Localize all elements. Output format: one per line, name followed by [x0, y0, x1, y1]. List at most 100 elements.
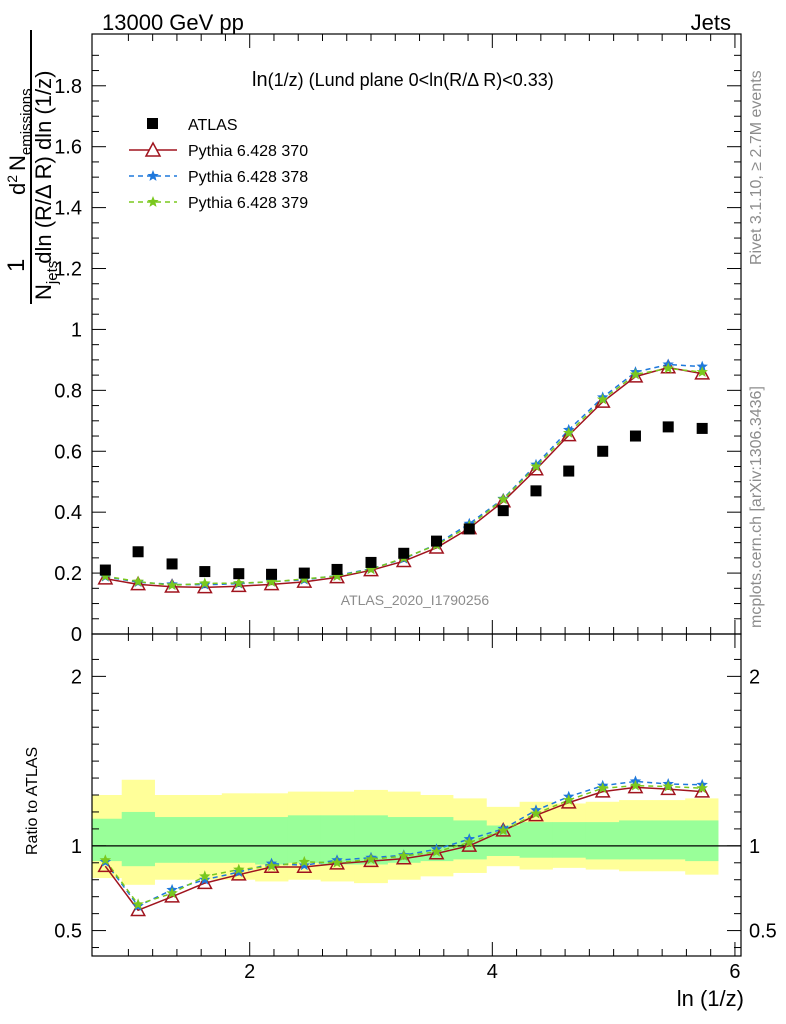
ratio-point-0 [560, 794, 577, 809]
main-point-1 [395, 552, 412, 568]
ratio-point-2 [430, 845, 443, 857]
ratio-point-2 [398, 850, 410, 861]
main-point-1 [627, 368, 644, 383]
main-ytick-label: 1.6 [54, 137, 82, 159]
main-point-3 [199, 577, 211, 589]
main-point-data [233, 568, 245, 580]
ratio-ytick-label-left: 0.5 [54, 921, 82, 943]
ratio-point-2 [463, 836, 475, 848]
main-point-3 [265, 575, 278, 587]
legend-marker-370 [144, 141, 162, 157]
ratio-point-2 [696, 782, 708, 794]
main-point-1 [97, 569, 114, 585]
main-ytick-label: 0 [71, 624, 82, 646]
main-point-data [530, 485, 542, 497]
main-ytick-label: 0.4 [54, 502, 82, 524]
legend-marker-atlas [147, 118, 158, 129]
main-point-3 [497, 493, 509, 505]
ylabel-num-N: N [5, 155, 30, 171]
main-point-1 [263, 575, 280, 591]
ylabel-denominator: Njetsdln (R/Δ R) dln (1/z) [31, 71, 61, 300]
main-title-rest: (1/z) (Lund plane 0<ln(R/Δ R)<0.33) [268, 70, 554, 90]
ratio-band-green [287, 815, 322, 863]
ylabel-num-d: d [5, 183, 30, 195]
main-point-1 [196, 578, 213, 594]
ratio-point-2 [233, 863, 245, 875]
main-point-data [99, 564, 111, 576]
ratio-point-0 [461, 837, 478, 852]
main-point-data [298, 567, 310, 579]
legend-item-pythia-379: Pythia 6.428 379 [129, 195, 308, 212]
main-point-data [629, 430, 641, 442]
ratio-xtick-label: 4 [487, 961, 498, 983]
main-point-3 [99, 570, 112, 581]
main-point-3 [696, 366, 708, 377]
ratio-xtick-label: 6 [729, 961, 740, 983]
ratio-point-2 [298, 855, 310, 867]
main-point-data [696, 422, 708, 434]
ratio-xtick-label: 2 [244, 961, 255, 983]
main-point-data [497, 505, 509, 517]
ratio-ytick-label-right: 2 [749, 666, 760, 688]
ratio-band-green [92, 818, 123, 862]
ratio-point-2 [166, 887, 178, 899]
main-ytick-label: 0.2 [54, 563, 82, 585]
legend-marker-378 [147, 170, 159, 181]
header-left-label: 13000 GeV pp [102, 10, 244, 35]
ylabel-numerator: d2 Nemissions [4, 88, 35, 195]
main-point-3 [365, 563, 377, 575]
ratio-ytick-label-right: 1 [749, 836, 760, 858]
ratio-ytick-label-left: 2 [71, 666, 82, 688]
ylabel-den-sub: jets [44, 261, 61, 285]
ratio-band-green [255, 817, 289, 865]
main-point-1 [694, 365, 711, 380]
ratio-band-green [154, 817, 189, 863]
ratio-point-0 [395, 849, 412, 865]
x-axis-label: ln (1/z) [677, 986, 744, 1011]
legend-item-pythia-370: Pythia 6.428 370 [129, 141, 308, 160]
main-ytick-label: 1 [71, 319, 82, 341]
ratio-band-green [585, 822, 620, 860]
ratio-band-green [619, 820, 653, 860]
ratio-point-0 [97, 857, 114, 873]
main-point-data [266, 568, 278, 580]
ratio-point-0 [428, 844, 445, 860]
analysis-watermark: ATLAS_2020_I1790256 [341, 592, 490, 608]
ratio-band-green [651, 820, 686, 860]
ratio-point-2 [530, 807, 542, 819]
main-point-1 [594, 393, 611, 408]
ratio-point-0 [363, 852, 379, 868]
main-title: ln(1/z) (Lund plane 0<ln(R/Δ R)<0.33) [252, 69, 554, 91]
main-point-data [597, 445, 609, 457]
ylabel-num-sub: emissions [18, 88, 35, 155]
ratio-band-green [121, 811, 155, 867]
legend-marker-379 [147, 196, 159, 207]
main-point-2 [696, 360, 708, 372]
ratio-band-green [188, 817, 223, 863]
main-point-3 [563, 427, 575, 438]
main-point-data [398, 547, 410, 559]
legend-label-379: Pythia 6.428 379 [188, 195, 308, 212]
main-point-data [662, 421, 674, 433]
main-point-data [431, 535, 443, 547]
ylabel-one: 1 [3, 259, 30, 272]
legend-label-378: Pythia 6.428 378 [188, 169, 308, 186]
main-ytick-label: 0.6 [54, 441, 82, 463]
ratio-band-green [519, 822, 553, 858]
main-point-3 [597, 393, 609, 405]
main-point-data [563, 465, 575, 477]
ratio-point-0 [164, 888, 180, 903]
main-point-1 [296, 573, 313, 588]
legend-item-atlas: ATLAS [147, 117, 238, 134]
main-point-3 [132, 575, 144, 587]
main-ytick-label: 0.8 [54, 380, 82, 402]
main-ylabel: 1 Njetsdln (R/Δ R) dln (1/z) d2 Nemission… [3, 30, 61, 304]
main-point-data [331, 563, 343, 575]
rivet-version-label: Rivet 3.1.10, ≥ 2.7M events [748, 70, 765, 265]
legend-label-atlas: ATLAS [188, 117, 238, 134]
legend: ATLAS Pythia 6.428 370 Pythia 6.428 378 … [129, 117, 308, 212]
header-right-label: Jets [691, 10, 731, 35]
ratio-point-2 [662, 780, 674, 792]
ratio-point-2 [629, 779, 642, 791]
